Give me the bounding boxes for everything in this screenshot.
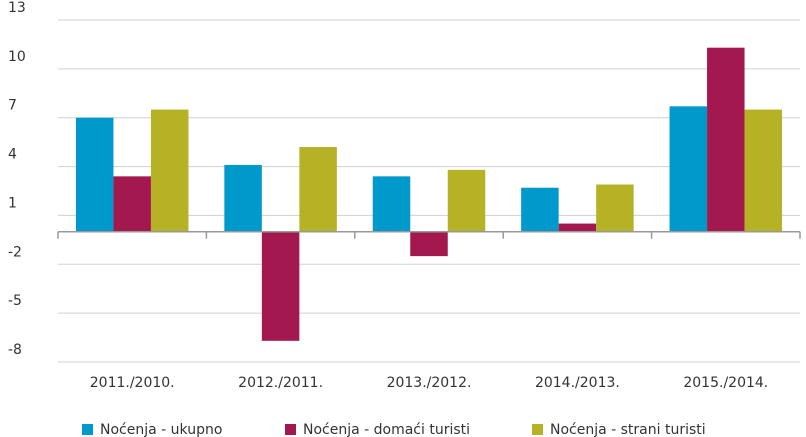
bar — [707, 47, 745, 232]
bar — [224, 164, 262, 232]
x-tick-label: 2014./2013. — [535, 375, 620, 391]
x-tick-label: 2015./2014. — [683, 375, 768, 391]
bar — [75, 117, 114, 232]
legend-label: Noćenja - domaći turisti — [303, 422, 470, 437]
y-tick-label: -2 — [8, 244, 22, 260]
bar — [261, 231, 300, 341]
y-tick-label: 1 — [8, 195, 17, 211]
bar — [113, 176, 151, 232]
bar — [521, 187, 559, 232]
y-tick-label: 13 — [8, 0, 26, 16]
y-tick-label: 7 — [8, 98, 17, 114]
bar — [447, 169, 486, 232]
y-tick-label: -5 — [8, 293, 22, 309]
bar — [596, 184, 634, 232]
legend-label: Noćenja - ukupno — [100, 422, 222, 437]
bar — [150, 109, 189, 232]
bar — [669, 106, 708, 232]
legend-swatch — [532, 424, 543, 435]
y-tick-label: 10 — [8, 49, 26, 65]
bar — [299, 147, 337, 232]
y-tick-label: -8 — [8, 342, 22, 358]
bar — [410, 231, 448, 257]
legend-swatch — [82, 424, 93, 435]
x-tick-label: 2012./2011. — [238, 375, 323, 391]
bar — [558, 223, 597, 232]
x-tick-label: 2011./2010. — [90, 375, 175, 391]
legend-label: Noćenja - strani turisti — [550, 422, 706, 437]
bar — [372, 176, 411, 232]
legend-swatch — [285, 424, 296, 435]
x-tick-label: 2013./2012. — [387, 375, 472, 391]
y-tick-label: 4 — [8, 147, 17, 163]
bar — [744, 109, 783, 232]
